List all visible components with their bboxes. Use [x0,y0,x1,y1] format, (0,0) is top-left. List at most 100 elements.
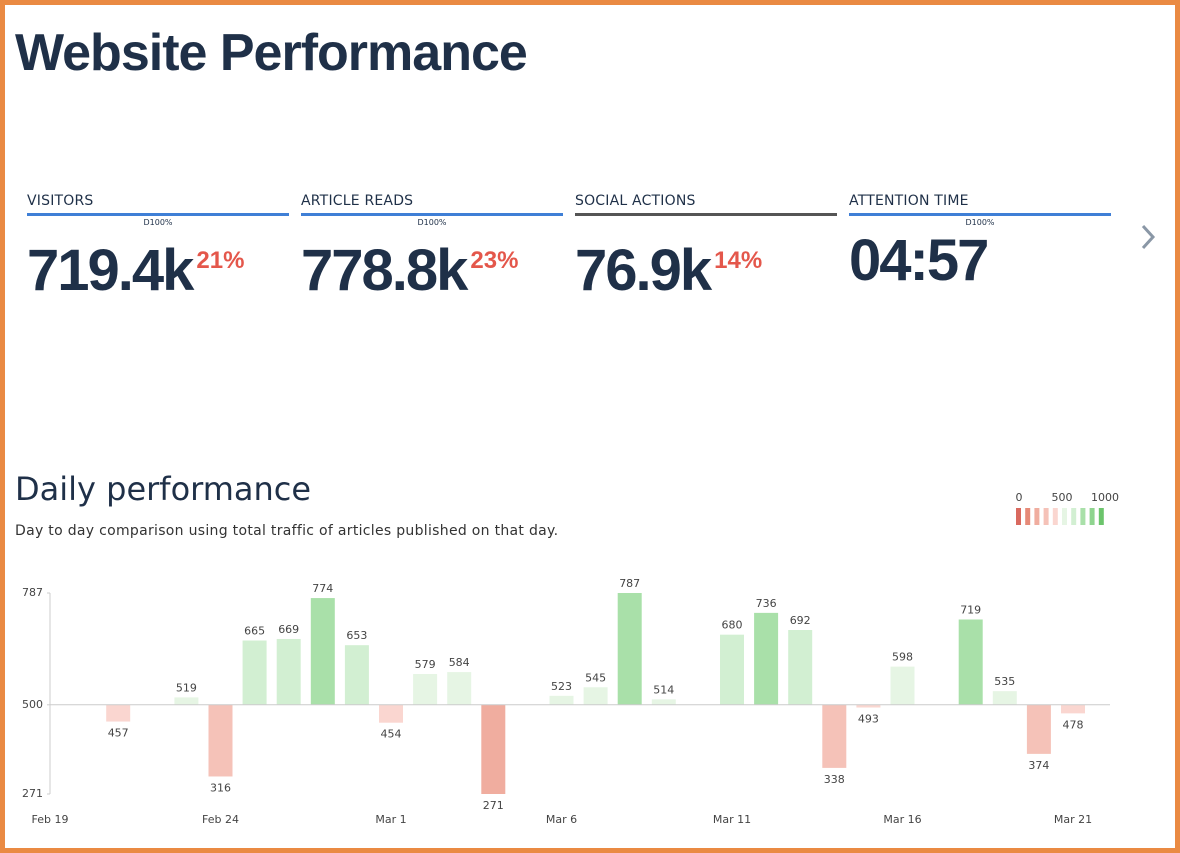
value-label: 316 [210,781,231,794]
kpi-marker: D100% [143,218,173,227]
kpi-card: ARTICLE READS D100% 778.8k 23% [301,193,563,302]
bar [583,687,608,705]
value-label: 579 [415,658,436,671]
kpi-line [575,213,837,216]
legend-swatch [1016,508,1021,525]
bar [651,699,676,705]
kpi-value: 04:57 [849,228,989,293]
bar [1061,704,1085,714]
kpi-line [849,213,1111,216]
kpi-marker-space [575,218,837,230]
kpi-marker: D100% [965,218,995,227]
bar [344,645,369,705]
kpi-change: 14% [714,247,763,274]
value-label: 598 [892,651,913,664]
kpi-card: SOCIAL ACTIONS 76.9k 14% [575,193,837,302]
y-tick-label: 787 [22,586,43,599]
y-tick-label: 500 [22,698,43,711]
legend-swatch [1052,508,1058,525]
legend-swatch [1071,508,1077,525]
kpi-value: 719.4k [27,238,194,303]
value-label: 457 [108,727,129,740]
bar [242,640,267,705]
x-tick-label: Feb 24 [202,813,239,826]
bar [788,630,813,705]
value-label: 535 [994,675,1015,688]
value-label: 736 [756,597,777,610]
value-label: 493 [858,713,879,726]
x-tick-label: Mar 21 [1054,813,1092,826]
bar [481,704,506,794]
kpi-label: ATTENTION TIME [849,193,969,209]
value-label: 514 [653,683,674,696]
bar [890,666,915,705]
x-tick-label: Feb 19 [32,813,69,826]
x-tick-label: Mar 11 [713,813,751,826]
value-label: 665 [244,625,265,638]
kpi-value-row: 778.8k 23% [301,230,563,302]
value-label: 653 [346,629,367,642]
y-tick-label: 271 [22,787,43,800]
kpi-change: 23% [470,247,519,274]
bar [754,612,779,705]
bar [549,695,574,705]
chart-subtitle: Day to day comparison using total traffi… [15,523,559,539]
chart: 271 500 787 Feb 19 Feb 24 Mar 1 Mar 6 Mar 11 Mar… [22,491,1119,826]
kpi-value-row: 04:57 [849,230,1111,292]
value-label: 719 [960,603,981,616]
value-label: 774 [312,582,333,595]
legend-swatch [1025,508,1031,525]
value-label: 478 [1063,718,1084,731]
x-tick-label: Mar 1 [375,813,406,826]
next-arrow[interactable] [1133,220,1163,254]
value-label: 374 [1028,759,1049,772]
bar [379,704,403,723]
kpi-label: ARTICLE READS [301,193,414,209]
value-label: 454 [381,728,402,741]
bar [822,704,847,768]
x-tick-label: Mar 16 [883,813,921,826]
bar [413,674,438,705]
kpi-label: VISITORS [27,193,94,209]
value-label: 338 [824,773,845,786]
legend-swatch [1043,508,1049,525]
legend-swatch [1098,508,1104,525]
chart-title: Daily performance [15,470,312,508]
kpi-value: 76.9k [575,238,712,303]
value-label: 680 [722,619,743,632]
kpi-label: SOCIAL ACTIONS [575,193,696,209]
kpi-marker: D100% [417,218,447,227]
kpi-value-row: 719.4k 21% [27,230,289,302]
value-label: 271 [483,799,504,812]
value-label: 584 [449,656,470,669]
value-label: 523 [551,680,572,693]
bar [208,704,233,777]
bar [720,634,744,705]
kpi-change: 21% [196,247,245,274]
x-tick-label: Mar 6 [546,813,577,826]
value-label: 669 [278,623,299,636]
page-title: Website Performance [15,24,528,82]
value-label: 545 [585,671,606,684]
bar [1026,704,1051,754]
kpi-value-row: 76.9k 14% [575,230,837,302]
value-label: 519 [176,681,197,694]
value-label: 787 [619,577,640,590]
legend-label: 1000 [1091,491,1119,504]
bar [856,704,881,708]
legend-swatch [1089,508,1095,525]
legend-label: 500 [1052,491,1073,504]
bar [447,672,472,705]
legend-label: 0 [1016,491,1023,504]
bar [310,598,335,705]
legend-swatch [1034,508,1040,525]
bar [617,593,642,705]
bar [958,619,983,705]
bar [174,697,199,705]
bar [992,691,1017,705]
bar [106,704,131,722]
bar [276,638,301,705]
legend-swatch [1080,508,1086,525]
kpi-value: 778.8k [301,238,468,303]
